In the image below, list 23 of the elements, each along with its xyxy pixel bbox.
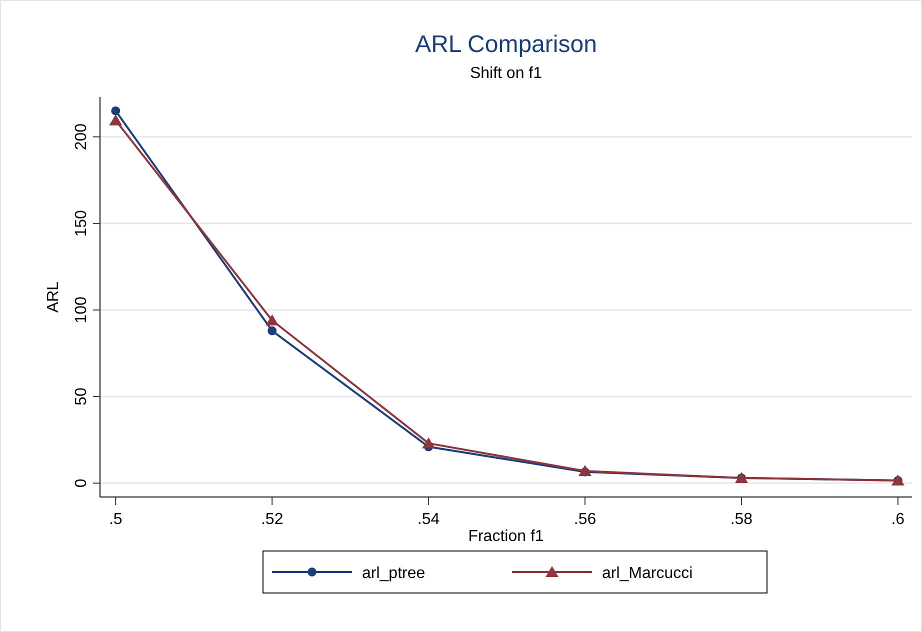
y-tick-label: 200 xyxy=(73,123,90,150)
y-axis-title: ARL xyxy=(45,281,62,313)
y-tick-label: 50 xyxy=(73,388,90,406)
chart-subtitle: Shift on f1 xyxy=(470,65,542,82)
x-tick-label: .52 xyxy=(260,511,284,528)
y-tick-label: 0 xyxy=(73,478,90,488)
x-tick-label: .56 xyxy=(574,511,596,528)
point xyxy=(266,314,279,326)
legend-label: arl_ptree xyxy=(362,565,426,582)
point xyxy=(422,437,436,448)
point xyxy=(109,114,122,126)
point xyxy=(268,326,277,336)
point xyxy=(111,106,120,116)
x-tick-label: .5 xyxy=(108,511,122,528)
point xyxy=(578,465,592,476)
y-tick-label: 150 xyxy=(73,210,90,237)
x-tick-label: .6 xyxy=(891,511,905,528)
x-axis-title: Fraction f1 xyxy=(468,528,544,545)
legend-label: arl_Marcucci xyxy=(602,565,693,582)
x-tick-label: .54 xyxy=(417,511,440,528)
y-tick-label: 100 xyxy=(73,296,90,324)
x-tick-label: .58 xyxy=(730,511,753,528)
chart-title: ARL Comparison xyxy=(415,31,597,58)
